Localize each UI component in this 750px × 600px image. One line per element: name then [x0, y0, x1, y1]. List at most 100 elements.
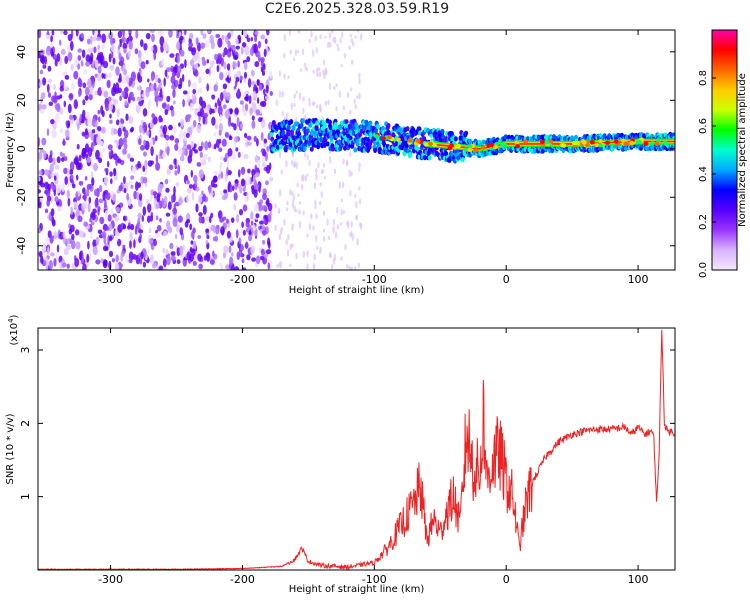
- noise-cell: [221, 229, 225, 236]
- faint-cell: [336, 43, 339, 48]
- noise-cell: [226, 63, 231, 71]
- noise-cell: [64, 55, 69, 65]
- noise-cell: [244, 45, 250, 56]
- colorbar-label: Normalized spectral amplitude: [737, 73, 748, 227]
- noise-cell: [150, 146, 154, 157]
- signal-cell: [432, 143, 437, 148]
- faint-cell: [333, 85, 336, 91]
- faint-cell: [308, 159, 311, 167]
- noise-cell: [116, 238, 122, 247]
- signal-cell: [286, 124, 291, 131]
- noise-cell: [217, 210, 223, 220]
- noise-cell: [88, 196, 92, 204]
- faint-cell: [278, 233, 282, 241]
- noise-cell: [210, 108, 216, 114]
- signal-cell: [331, 146, 336, 152]
- signal-cell: [302, 146, 307, 152]
- noise-cell: [140, 144, 145, 151]
- noise-cell: [174, 170, 178, 176]
- noise-cell: [255, 87, 259, 94]
- noise-cell: [111, 86, 116, 97]
- noise-cell: [238, 237, 242, 245]
- noise-cell: [156, 224, 162, 232]
- noise-cell: [191, 47, 196, 56]
- noise-cell: [162, 41, 168, 50]
- noise-cell: [212, 175, 218, 183]
- noise-cell: [161, 102, 166, 109]
- noise-cell: [149, 138, 154, 148]
- noise-cell: [230, 122, 234, 127]
- noise-cell: [165, 187, 170, 193]
- noise-cell: [206, 234, 210, 240]
- noise-cell: [237, 90, 240, 96]
- x-tick-label: -300: [98, 573, 123, 586]
- y-multiplier-label: (x104): [7, 314, 20, 345]
- noise-cell: [137, 212, 142, 219]
- faint-cell: [302, 107, 305, 114]
- noise-cell: [159, 149, 163, 157]
- noise-cell: [97, 72, 102, 82]
- noise-cell: [174, 138, 180, 144]
- noise-cell: [98, 116, 101, 122]
- faint-cell: [327, 41, 330, 49]
- noise-cell: [60, 48, 66, 56]
- faint-cell: [346, 91, 350, 99]
- signal-cell: [297, 131, 302, 137]
- noise-cell: [162, 151, 166, 159]
- signal-cell: [438, 133, 442, 139]
- faint-cell: [324, 100, 328, 107]
- noise-cell: [162, 247, 166, 254]
- noise-cell: [118, 137, 124, 147]
- faint-cell: [306, 262, 309, 270]
- x-axis-label: Height of straight line (km): [289, 285, 425, 296]
- signal-cell: [523, 139, 528, 144]
- noise-cell: [135, 254, 140, 265]
- noise-cell: [87, 48, 92, 53]
- signal-cell: [662, 140, 668, 145]
- faint-cell: [338, 90, 341, 98]
- noise-cell: [140, 61, 146, 70]
- signal-cell: [467, 144, 473, 149]
- signal-cell: [373, 147, 378, 153]
- signal-cell: [623, 141, 629, 146]
- noise-cell: [128, 30, 132, 34]
- faint-cell: [356, 238, 359, 246]
- noise-cell: [192, 260, 197, 266]
- noise-cell: [56, 156, 61, 164]
- faint-cell: [314, 35, 318, 42]
- noise-cell: [73, 70, 79, 80]
- noise-cell: [118, 52, 122, 61]
- noise-cell: [239, 100, 244, 105]
- noise-cell: [123, 188, 127, 194]
- noise-cell: [166, 220, 171, 230]
- signal-cell: [318, 131, 323, 137]
- faint-cell: [304, 66, 307, 70]
- faint-cell: [308, 38, 311, 44]
- noise-cell: [252, 224, 256, 231]
- noise-cell: [166, 255, 171, 266]
- noise-cell: [171, 194, 174, 204]
- noise-cell: [233, 123, 237, 131]
- faint-cell: [327, 235, 331, 241]
- noise-cell: [80, 32, 84, 39]
- noise-cell: [47, 92, 52, 98]
- noise-cell: [207, 141, 212, 149]
- faint-cell: [298, 209, 301, 215]
- noise-cell: [145, 87, 150, 98]
- noise-cell: [67, 51, 73, 62]
- noise-cell: [81, 49, 86, 58]
- faint-cell: [343, 52, 347, 59]
- noise-cell: [142, 108, 148, 117]
- noise-cell: [159, 36, 165, 47]
- noise-cell: [198, 76, 202, 84]
- noise-cell: [161, 197, 165, 206]
- noise-cell: [237, 151, 241, 158]
- noise-cell: [148, 128, 152, 139]
- noise-cell: [189, 102, 194, 112]
- faint-cell: [319, 182, 322, 187]
- noise-cell: [181, 74, 185, 82]
- noise-cell: [194, 69, 199, 77]
- faint-cell: [356, 95, 359, 99]
- noise-cell: [127, 50, 132, 58]
